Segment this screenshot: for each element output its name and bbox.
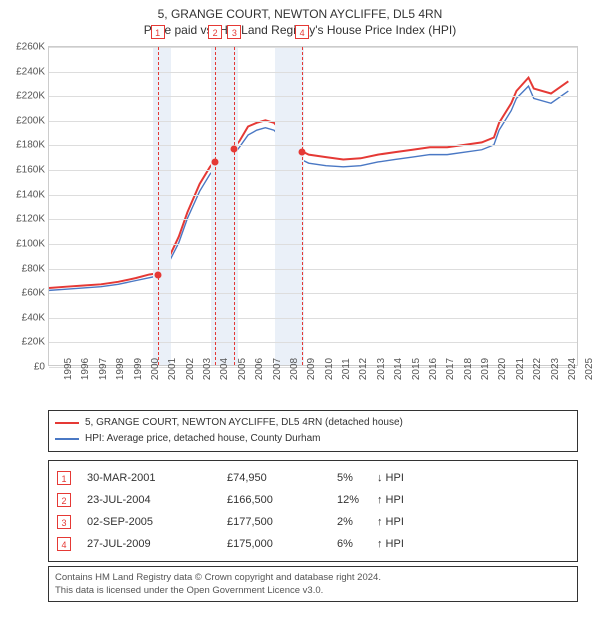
sale-dot <box>299 148 306 155</box>
sale-row-price: £74,950 <box>227 472 337 484</box>
y-axis-label: £80K <box>22 263 45 274</box>
y-axis-label: £0 <box>34 362 45 373</box>
sale-row-date: 02-SEP-2005 <box>87 516 227 528</box>
legend-row: 5, GRANGE COURT, NEWTON AYCLIFFE, DL5 4R… <box>55 415 571 431</box>
sale-row: 1 30-MAR-2001£74,9505%↓ HPI <box>57 467 569 489</box>
sale-row-direction: ↓ HPI <box>377 472 437 484</box>
gridline-h <box>49 219 577 220</box>
sale-row-price: £177,500 <box>227 516 337 528</box>
sale-row-marker: 1 <box>57 471 71 485</box>
gridline-h <box>49 318 577 319</box>
sale-dot <box>154 271 161 278</box>
sale-marker-line <box>215 47 216 365</box>
sales-table: 130-MAR-2001£74,9505%↓ HPI223-JUL-2004£1… <box>48 460 578 562</box>
sale-row-marker: 2 <box>57 493 71 507</box>
y-axis-label: £120K <box>16 214 45 225</box>
sale-dot <box>231 145 238 152</box>
y-axis-label: £40K <box>22 312 45 323</box>
y-axis-label: £20K <box>22 337 45 348</box>
sale-row-date: 27-JUL-2009 <box>87 538 227 550</box>
y-axis-label: £140K <box>16 189 45 200</box>
sale-row: 2 23-JUL-2004£166,50012%↑ HPI <box>57 489 569 511</box>
gridline-h <box>49 47 577 48</box>
sale-marker-box: 4 <box>295 25 309 39</box>
y-axis-label: £240K <box>16 66 45 77</box>
sale-marker-line <box>302 47 303 365</box>
y-axis-label: £260K <box>16 42 45 53</box>
series-hpi <box>49 86 568 290</box>
sale-row-date: 30-MAR-2001 <box>87 472 227 484</box>
gridline-h <box>49 96 577 97</box>
sale-row: 3 02-SEP-2005£177,5002%↑ HPI <box>57 511 569 533</box>
legend-swatch <box>55 422 79 424</box>
x-axis-label: 2025 <box>570 358 595 380</box>
gridline-h <box>49 269 577 270</box>
chart-plot-area: £0£20K£40K£60K£80K£100K£120K£140K£160K£1… <box>48 46 578 366</box>
title-line-1: 5, GRANGE COURT, NEWTON AYCLIFFE, DL5 4R… <box>0 6 600 22</box>
gridline-h <box>49 121 577 122</box>
sale-row-pct: 2% <box>337 516 377 528</box>
gridline-h <box>49 244 577 245</box>
sale-marker-box: 2 <box>208 25 222 39</box>
y-axis-label: £220K <box>16 91 45 102</box>
gridline-h <box>49 170 577 171</box>
legend-label: HPI: Average price, detached house, Coun… <box>85 431 321 447</box>
y-axis-label: £160K <box>16 165 45 176</box>
series-price_paid <box>49 78 568 288</box>
sale-row-pct: 5% <box>337 472 377 484</box>
sale-row-pct: 6% <box>337 538 377 550</box>
sale-row-date: 23-JUL-2004 <box>87 494 227 506</box>
gridline-h <box>49 293 577 294</box>
y-axis-label: £200K <box>16 115 45 126</box>
sale-marker-box: 1 <box>151 25 165 39</box>
sale-dot <box>212 159 219 166</box>
sale-row: 4 27-JUL-2009£175,0006%↑ HPI <box>57 533 569 555</box>
footer-line-2: This data is licensed under the Open Gov… <box>55 584 571 597</box>
gridline-h <box>49 145 577 146</box>
gridline-h <box>49 72 577 73</box>
sale-marker-line <box>158 47 159 365</box>
y-axis-label: £60K <box>22 288 45 299</box>
sale-row-pct: 12% <box>337 494 377 506</box>
sale-marker-box: 3 <box>227 25 241 39</box>
sale-marker-line <box>234 47 235 365</box>
legend-label: 5, GRANGE COURT, NEWTON AYCLIFFE, DL5 4R… <box>85 415 403 431</box>
footer-attribution: Contains HM Land Registry data © Crown c… <box>48 566 578 602</box>
sale-row-direction: ↑ HPI <box>377 516 437 528</box>
sale-row-price: £175,000 <box>227 538 337 550</box>
sale-row-marker: 4 <box>57 537 71 551</box>
sale-row-direction: ↑ HPI <box>377 538 437 550</box>
y-axis-label: £100K <box>16 238 45 249</box>
gridline-h <box>49 195 577 196</box>
sale-row-marker: 3 <box>57 515 71 529</box>
gridline-h <box>49 342 577 343</box>
y-axis-label: £180K <box>16 140 45 151</box>
footer-line-1: Contains HM Land Registry data © Crown c… <box>55 571 571 584</box>
sale-row-direction: ↑ HPI <box>377 494 437 506</box>
chart-legend: 5, GRANGE COURT, NEWTON AYCLIFFE, DL5 4R… <box>48 410 578 452</box>
legend-swatch <box>55 438 79 440</box>
sale-row-price: £166,500 <box>227 494 337 506</box>
legend-row: HPI: Average price, detached house, Coun… <box>55 431 571 447</box>
